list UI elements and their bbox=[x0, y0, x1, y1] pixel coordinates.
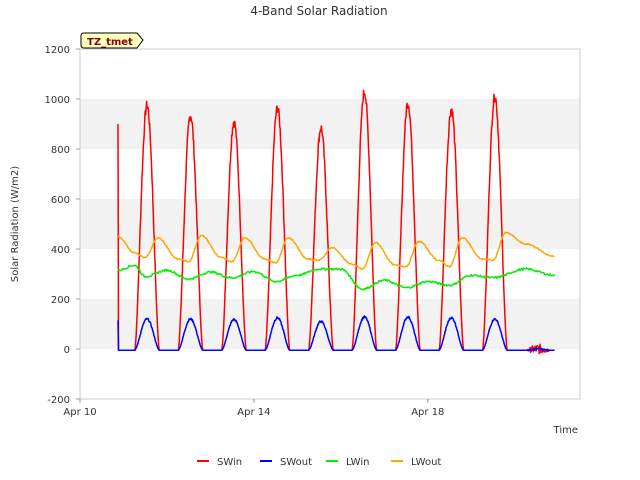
legend: SWin SWout LWin LWout bbox=[197, 457, 441, 468]
x-axis-title: Time bbox=[553, 425, 578, 436]
station-badge: TZ_tmet bbox=[80, 32, 144, 49]
plot-border bbox=[79, 48, 581, 400]
legend-label-lwout: LWout bbox=[411, 457, 441, 468]
series-layer bbox=[117, 89, 556, 355]
legend-label-lwin: LWin bbox=[346, 457, 369, 468]
x-tick-label: Apr 14 bbox=[237, 407, 270, 418]
series-lwin-line bbox=[117, 264, 556, 291]
y-tick-label: 1000 bbox=[45, 95, 70, 106]
legend-label-swout: SWout bbox=[280, 457, 312, 468]
x-axis: Apr 10 Apr 14 Apr 18 bbox=[63, 399, 444, 418]
y-tick-label: 600 bbox=[51, 195, 70, 206]
series-lwout-line bbox=[117, 231, 555, 270]
y-tick-label: 0 bbox=[64, 345, 70, 356]
badge-shape bbox=[80, 32, 144, 49]
x-tick-label: Apr 18 bbox=[411, 407, 444, 418]
y-axis: -200 0 200 400 600 800 1000 1200 bbox=[45, 45, 80, 406]
y-tick-label: 200 bbox=[51, 295, 70, 306]
chart-title: 4-Band Solar Radiation bbox=[250, 4, 387, 18]
badge-label: TZ_tmet bbox=[87, 37, 133, 48]
legend-label-swin: SWin bbox=[217, 457, 242, 468]
y-tick-label: 1200 bbox=[45, 45, 70, 56]
series-swout-line bbox=[117, 315, 555, 352]
y-tick-label: 800 bbox=[51, 145, 70, 156]
x-tick-label: Apr 10 bbox=[63, 407, 96, 418]
y-tick-label: -200 bbox=[47, 395, 70, 406]
grid-band bbox=[80, 99, 580, 149]
y-axis-title: Solar Radiation (W/m2) bbox=[10, 166, 21, 282]
y-tick-label: 400 bbox=[51, 245, 70, 256]
